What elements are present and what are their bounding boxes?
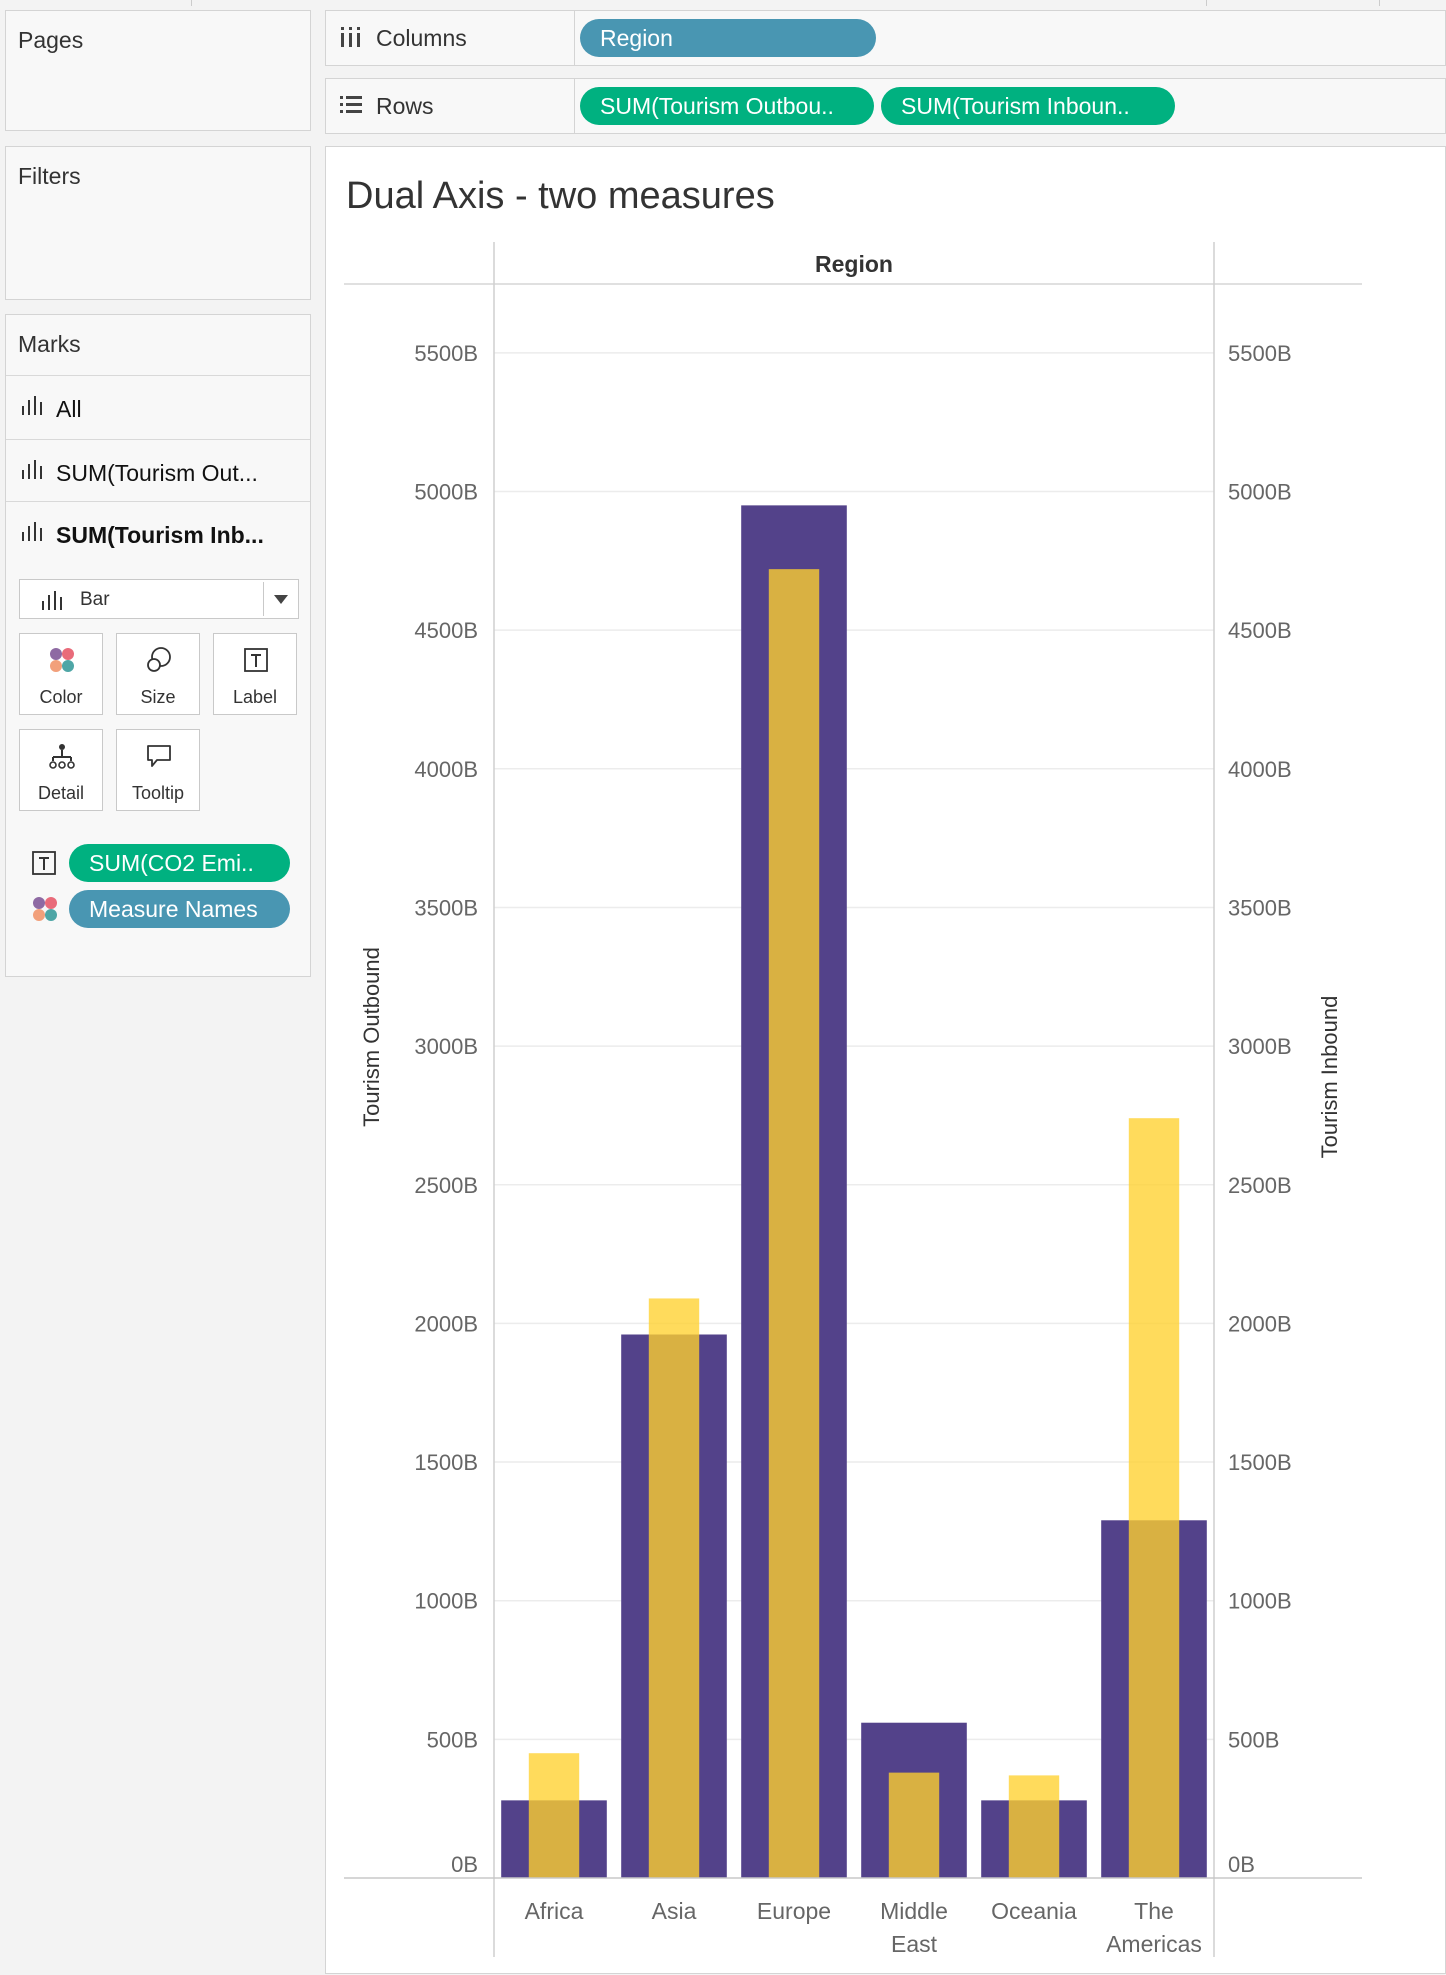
- dual-axis-bar-chart: Region 0B 0B 500B 500B 1000B 1000B 1500B 1500B 20…: [344, 242, 1362, 1957]
- left-tick-label: 2500B: [414, 1173, 478, 1198]
- outbound-pill[interactable]: SUM(Tourism Outbou..: [580, 87, 874, 125]
- left-tick-label: 2000B: [414, 1311, 478, 1336]
- left-tick-label: 5500B: [414, 341, 478, 366]
- marks-row-label: All: [56, 396, 82, 422]
- right-tick-label: 4000B: [1228, 757, 1292, 782]
- label-icon: [32, 851, 56, 875]
- right-tick-label: 500B: [1228, 1727, 1279, 1752]
- bar-chart-icon: [42, 591, 62, 610]
- card-label: Size: [140, 687, 176, 707]
- detail-card[interactable]: Detail: [19, 729, 103, 811]
- color-icon: [50, 648, 74, 672]
- color-icon: [33, 897, 57, 921]
- rows-icon: [340, 96, 362, 113]
- right-tick-label: 1500B: [1228, 1450, 1292, 1475]
- right-tick-label: 0B: [1228, 1852, 1255, 1877]
- columns-icon: [341, 27, 360, 47]
- category-label: Europe: [757, 1898, 831, 1924]
- mark-type-dropdown[interactable]: Bar: [19, 579, 299, 619]
- shelf-divider: [574, 11, 575, 65]
- inbound-bar: [1008, 1775, 1060, 1878]
- marks-row-label: SUM(Tourism Out...: [56, 460, 258, 486]
- right-tick-label: 3000B: [1228, 1034, 1292, 1059]
- label-icon: [244, 648, 268, 672]
- right-tick-label: 5500B: [1228, 341, 1292, 366]
- left-tick-label: 5000B: [414, 480, 478, 505]
- right-tick-label: 1000B: [1228, 1589, 1292, 1614]
- inbound-bar: [1128, 1118, 1180, 1878]
- left-tick-label: 0B: [451, 1852, 478, 1877]
- marks-panel: Marks All SUM(Tourism Out... SUM(Tourism…: [5, 314, 311, 977]
- right-tick-label: 2500B: [1228, 1173, 1292, 1198]
- inbound-pill[interactable]: SUM(Tourism Inboun..: [881, 87, 1175, 125]
- right-tick-label: 2000B: [1228, 1311, 1292, 1336]
- worksheet-view: Dual Axis - two measures Region 0B 0B 500B 5…: [325, 146, 1446, 1974]
- marks-row-all[interactable]: All: [6, 375, 310, 437]
- category-label: Americas: [1106, 1931, 1202, 1957]
- category-label: Africa: [525, 1898, 584, 1924]
- category-label: Asia: [652, 1898, 697, 1924]
- view-title: Dual Axis - two measures: [346, 175, 775, 217]
- dropdown-divider: [263, 582, 264, 616]
- category-label: The: [1134, 1898, 1174, 1924]
- card-label: Detail: [37, 783, 85, 803]
- tooltip-card[interactable]: Tooltip: [116, 729, 200, 811]
- bar-chart-icon: [22, 522, 42, 541]
- left-tick-label: 500B: [427, 1727, 478, 1752]
- color-card[interactable]: Color: [19, 633, 103, 715]
- label-card[interactable]: Label: [213, 633, 297, 715]
- rows-shelf[interactable]: Rows SUM(Tourism Outbou.. SUM(Tourism In…: [325, 78, 1446, 134]
- marks-row-label: SUM(Tourism Inb...: [56, 522, 264, 548]
- columns-shelf[interactable]: Columns Region: [325, 10, 1446, 66]
- left-tick-label: 4500B: [414, 618, 478, 643]
- category-label: Oceania: [991, 1898, 1077, 1924]
- left-tick-label: 4000B: [414, 757, 478, 782]
- left-tick-label: 1500B: [414, 1450, 478, 1475]
- pages-title: Pages: [18, 27, 84, 53]
- right-axis-title: Tourism Inbound: [1317, 996, 1342, 1159]
- filters-panel: Filters: [5, 146, 311, 300]
- right-tick-label: 3500B: [1228, 895, 1292, 920]
- filters-title: Filters: [18, 163, 81, 189]
- left-tick-label: 3000B: [414, 1034, 478, 1059]
- inbound-bar: [768, 569, 820, 1878]
- shelf-divider: [574, 79, 575, 133]
- chevron-down-icon[interactable]: [274, 595, 288, 605]
- pages-panel: Pages: [5, 10, 311, 131]
- marks-row-inbound[interactable]: SUM(Tourism Inb...: [6, 501, 310, 563]
- card-label: Tooltip: [131, 783, 185, 803]
- left-tick-label: 3500B: [414, 895, 478, 920]
- tooltip-icon: [147, 745, 171, 767]
- category-label: East: [891, 1931, 938, 1957]
- inbound-bar: [648, 1298, 700, 1878]
- inbound-bar: [888, 1772, 940, 1878]
- marks-title: Marks: [18, 331, 81, 357]
- right-tick-label: 5000B: [1228, 480, 1292, 505]
- co2-label-pill[interactable]: SUM(CO2 Emi..: [69, 844, 290, 882]
- detail-icon: [49, 744, 75, 769]
- rows-label: Rows: [376, 93, 434, 119]
- card-label: Color: [39, 687, 83, 707]
- mark-type-label: Bar: [80, 589, 110, 610]
- left-tick-label: 1000B: [414, 1589, 478, 1614]
- size-icon: [147, 647, 171, 672]
- columns-label: Columns: [376, 25, 467, 51]
- inbound-bar: [528, 1753, 580, 1878]
- card-label: Label: [232, 687, 278, 707]
- bar-chart-icon: [22, 460, 42, 479]
- top-ruler: [0, 0, 1446, 6]
- region-pill[interactable]: Region: [580, 19, 876, 57]
- bar-chart-icon: [22, 396, 42, 415]
- measure-names-pill[interactable]: Measure Names: [69, 890, 290, 928]
- marks-row-outbound[interactable]: SUM(Tourism Out...: [6, 439, 310, 501]
- right-tick-label: 4500B: [1228, 618, 1292, 643]
- region-header: Region: [815, 251, 893, 277]
- left-axis-title: Tourism Outbound: [359, 947, 384, 1127]
- size-card[interactable]: Size: [116, 633, 200, 715]
- category-label: Middle: [880, 1898, 948, 1924]
